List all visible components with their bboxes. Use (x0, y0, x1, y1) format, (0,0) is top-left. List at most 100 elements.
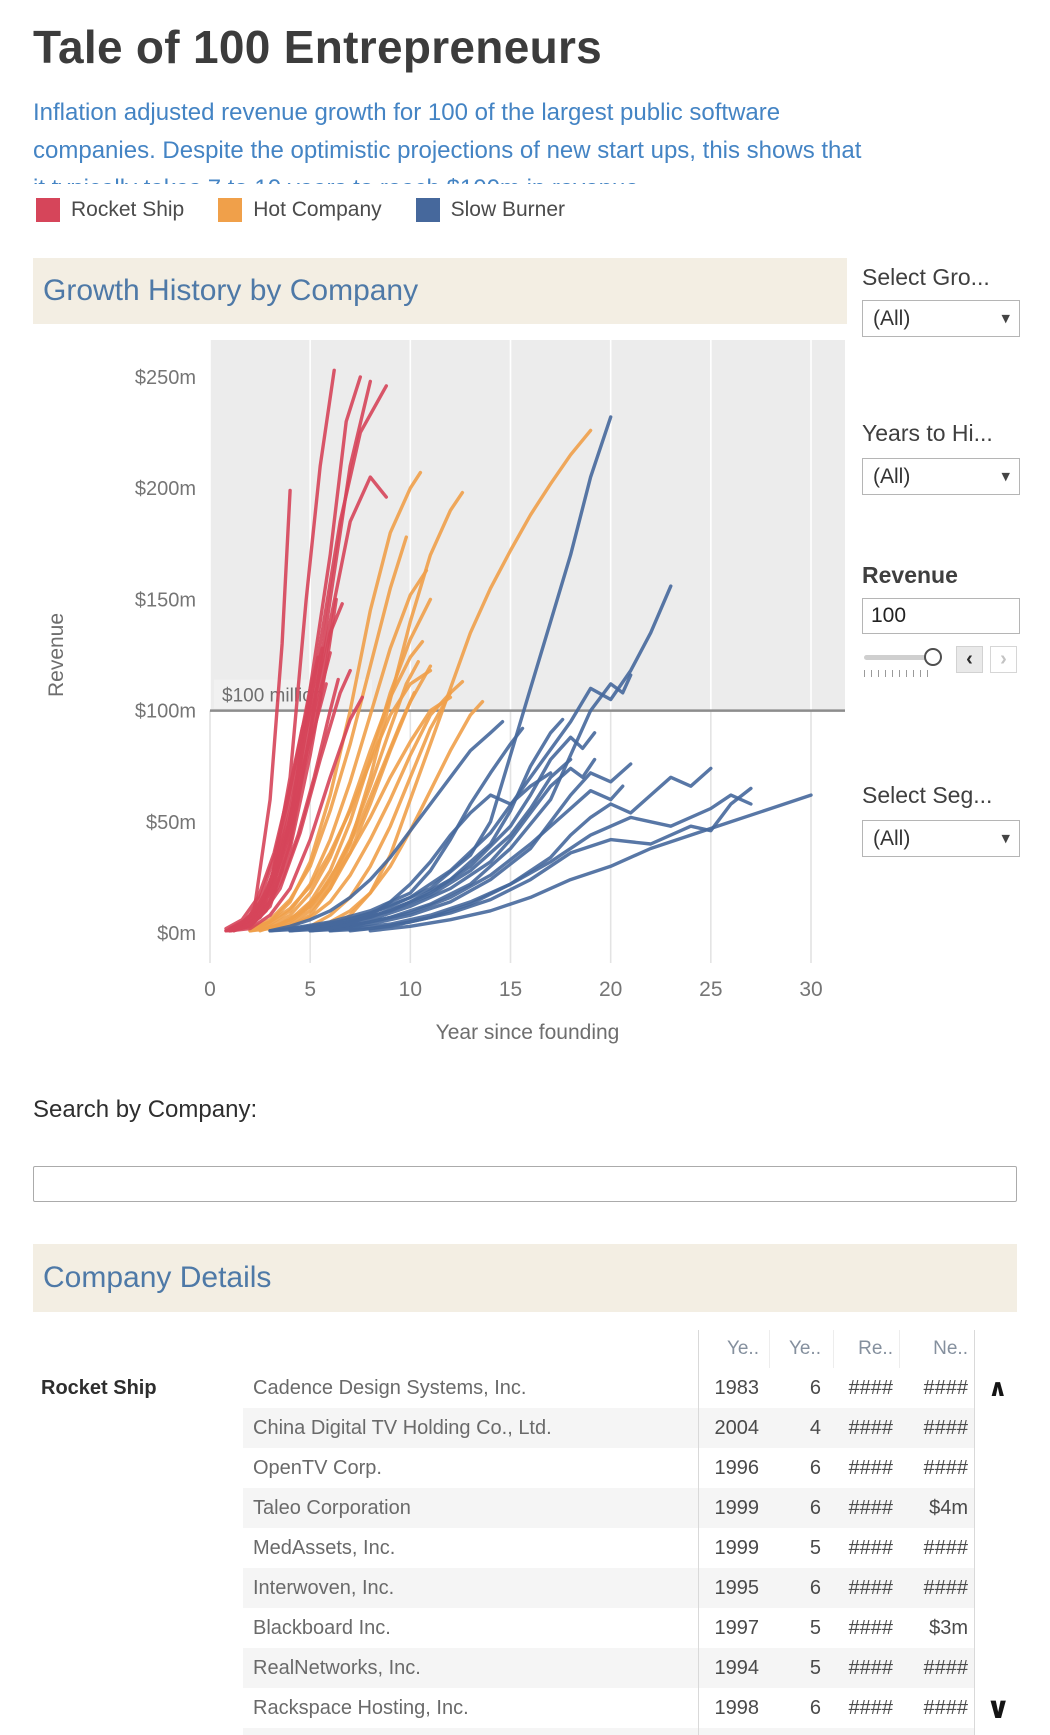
revenue-cell: #### (848, 1496, 894, 1519)
column-header-net[interactable]: Ne.. (899, 1330, 974, 1368)
segment-filter-dropdown[interactable]: (All) ▼ (862, 820, 1020, 857)
legend-item-hot-company[interactable]: Hot Company (218, 198, 382, 222)
table-row[interactable]: Rocket Ship Cadence Design Systems, Inc. 1… (33, 1368, 1017, 1408)
revenue-step-back-button[interactable]: ‹ (956, 646, 983, 673)
company-name-cell: MedAssets, Inc. (253, 1536, 396, 1559)
revenue-slider-handle[interactable] (924, 648, 942, 666)
net-cell: #### (923, 1416, 969, 1439)
net-cell: $4m (929, 1496, 968, 1519)
column-header-year-founded[interactable]: Ye.. (726, 1338, 759, 1359)
column-header-revenue[interactable]: Re.. (833, 1330, 899, 1368)
revenue-parameter-input[interactable] (862, 598, 1020, 634)
group-label-cell (33, 1528, 243, 1568)
group-label-cell: Rocket Ship (41, 1376, 157, 1399)
company-name-cell: Ultimate Software Group, Inc. (243, 1728, 698, 1735)
years-cell: 6 (769, 1728, 833, 1735)
group-label-cell (33, 1688, 243, 1728)
revenue-step-forward-button[interactable]: › (990, 646, 1017, 673)
subtitle-line-1: Inflation adjusted revenue growth for 10… (33, 99, 781, 126)
legend-label: Slow Burner (450, 198, 566, 221)
table-row[interactable]: Interwoven, Inc. 1995 6 #### #### (33, 1568, 1017, 1608)
year-founded-cell: 1994 (714, 1656, 760, 1679)
revenue-parameter-label: Revenue (862, 562, 958, 588)
scroll-up-button[interactable]: ∧ (988, 1376, 1008, 1400)
years-cell: 5 (809, 1656, 821, 1679)
years-filter-value: (All) (873, 464, 911, 488)
chevron-up-icon: ∧ (988, 1374, 1008, 1402)
revenue-cell: #### (848, 1656, 894, 1679)
svg-text:20: 20 (599, 978, 622, 1001)
company-table-rows: Rocket Ship Cadence Design Systems, Inc. 1… (33, 1368, 1017, 1735)
svg-text:30: 30 (799, 978, 822, 1001)
company-name-cell: China Digital TV Holding Co., Ltd. (253, 1416, 552, 1439)
net-cell: #### (923, 1376, 969, 1399)
revenue-cell: #### (848, 1536, 894, 1559)
legend-label: Hot Company (253, 198, 382, 221)
value-cells: 1994 5 #### #### (698, 1648, 975, 1688)
table-row[interactable]: Ultimate Software Group, Inc.19906######… (33, 1728, 1017, 1735)
row-band: Rackspace Hosting, Inc. 1998 6 #### #### (243, 1688, 975, 1728)
year-founded-cell: 1995 (714, 1576, 760, 1599)
page-subtitle: Inflation adjusted revenue growth for 10… (33, 94, 941, 184)
year-founded-cell: 1999 (714, 1496, 760, 1519)
revenue-cell: #### (833, 1728, 899, 1735)
table-row[interactable]: RealNetworks, Inc. 1994 5 #### #### (33, 1648, 1017, 1688)
table-row[interactable]: Taleo Corporation 1999 6 #### $4m (33, 1488, 1017, 1528)
net-cell: #### (923, 1656, 969, 1679)
search-label: Search by Company: (33, 1096, 258, 1123)
color-legend: Rocket Ship Hot Company Slow Burner (36, 198, 565, 222)
table-row[interactable]: Rackspace Hosting, Inc. 1998 6 #### #### (33, 1688, 1017, 1728)
value-cells: 2004 4 #### #### (698, 1408, 975, 1448)
years-cell: 6 (809, 1376, 821, 1399)
legend-item-rocket-ship[interactable]: Rocket Ship (36, 198, 184, 222)
table-row[interactable]: OpenTV Corp. 1996 6 #### #### (33, 1448, 1017, 1488)
revenue-cell: #### (848, 1416, 894, 1439)
group-label-cell (33, 1408, 243, 1448)
years-cell: 6 (809, 1496, 821, 1519)
svg-text:10: 10 (399, 978, 422, 1001)
revenue-slider-ticks (864, 670, 930, 677)
group-label-cell (33, 1568, 243, 1608)
row-band: RealNetworks, Inc. 1994 5 #### #### (243, 1648, 975, 1688)
column-header-years[interactable]: Ye.. (769, 1330, 833, 1368)
scroll-down-button[interactable]: ∨ (986, 1694, 1010, 1724)
row-band: Ultimate Software Group, Inc.19906######… (243, 1728, 975, 1735)
row-band: MedAssets, Inc. 1999 5 #### #### (243, 1528, 975, 1568)
subtitle-line-3: it typically takes 7 to 10 years to reac… (33, 170, 941, 184)
revenue-cell: #### (848, 1616, 894, 1639)
year-founded-cell: 1983 (714, 1376, 760, 1399)
company-name-cell: OpenTV Corp. (253, 1456, 382, 1479)
row-band: Blackboard Inc. 1997 5 #### $3m (243, 1608, 975, 1648)
years-cell: 6 (809, 1576, 821, 1599)
revenue-cell: #### (848, 1576, 894, 1599)
value-column-headers: Ye.. Ye.. Re.. Ne.. (698, 1330, 975, 1368)
table-row[interactable]: Blackboard Inc. 1997 5 #### $3m (33, 1608, 1017, 1648)
legend-item-slow-burner[interactable]: Slow Burner (415, 198, 566, 222)
year-founded-cell: 1997 (714, 1616, 760, 1639)
table-row[interactable]: China Digital TV Holding Co., Ltd. 2004 4 #… (33, 1408, 1017, 1448)
company-name-cell: Rackspace Hosting, Inc. (253, 1696, 469, 1719)
growth-chart-svg[interactable]: $100 million$0m$50m$100m$150m$200m$250m0… (33, 326, 847, 1066)
segment-filter-label: Select Seg... (862, 782, 993, 808)
years-cell: 6 (809, 1456, 821, 1479)
year-founded-cell: 1998 (714, 1696, 760, 1719)
slow-burner-swatch-icon (415, 198, 440, 222)
group-column-header (33, 1330, 243, 1368)
revenue-slider-track[interactable] (864, 655, 942, 660)
table-row[interactable]: MedAssets, Inc. 1999 5 #### #### (33, 1528, 1017, 1568)
subtitle-line-2: companies. Despite the optimistic projec… (33, 137, 862, 164)
company-search-input[interactable] (33, 1166, 1017, 1202)
years-filter-dropdown[interactable]: (All) ▼ (862, 458, 1020, 495)
rocket-ship-swatch-icon (36, 198, 60, 222)
net-cell: #### (923, 1456, 969, 1479)
group-filter-dropdown[interactable]: (All) ▼ (862, 300, 1020, 337)
value-cells: 1999 5 #### #### (698, 1528, 975, 1568)
svg-text:$50m: $50m (146, 812, 196, 834)
chevron-down-icon: ▼ (1001, 312, 1010, 325)
net-cell: #### (923, 1696, 969, 1719)
row-band: Taleo Corporation 1999 6 #### $4m (243, 1488, 975, 1528)
group-filter-value: (All) (873, 306, 911, 330)
group-label-cell (33, 1728, 243, 1735)
chevron-right-icon: › (1000, 648, 1007, 670)
